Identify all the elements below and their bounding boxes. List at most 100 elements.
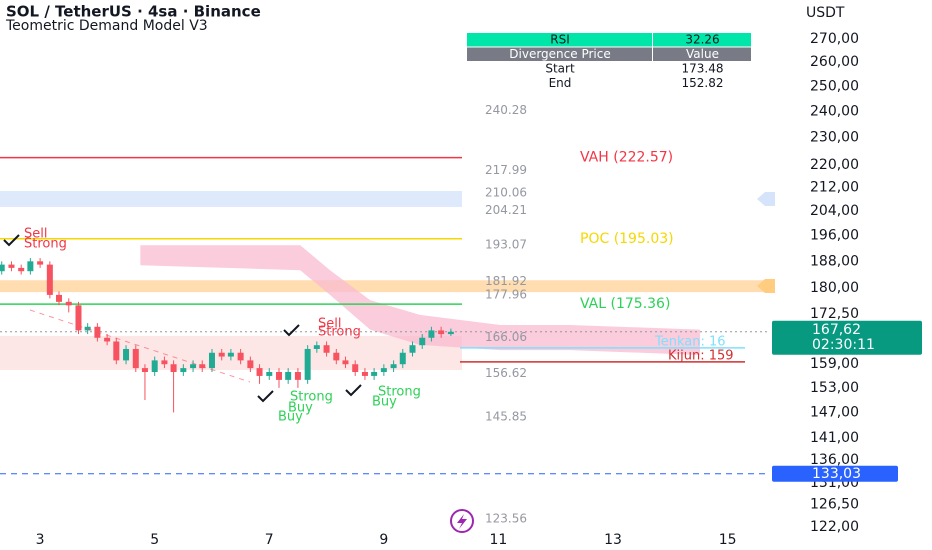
signal-label: Strong [378, 385, 421, 400]
candle-body [132, 348, 139, 369]
price-label: 166.06 [485, 330, 527, 344]
x-tick-label: 5 [150, 532, 159, 548]
countdown-label: 02:30:11 [812, 337, 875, 353]
candle-body [266, 372, 273, 376]
x-tick-label: 15 [719, 532, 737, 548]
price-label: 204.21 [485, 203, 527, 217]
y-tick-label: 204,00 [810, 203, 859, 219]
candle-body [409, 345, 416, 353]
candle-body [37, 261, 44, 265]
candle-body [8, 264, 15, 268]
table-cell [467, 33, 652, 47]
alert-price-box [772, 465, 898, 482]
candle-body [342, 360, 349, 365]
candle-body [65, 301, 72, 306]
table-cell [653, 76, 751, 90]
price-label: 240.28 [485, 103, 527, 117]
alert-price-label: 133,03 [812, 466, 861, 482]
table-cell [653, 47, 751, 61]
signal-label: Buy [372, 395, 397, 410]
ichimoku-cloud [140, 245, 701, 356]
candle-body [352, 364, 359, 373]
zone-marker [757, 279, 775, 293]
trend-line [29, 309, 251, 383]
price-label: 123.56 [485, 512, 527, 526]
y-tick-label: 188,00 [810, 253, 859, 269]
candle-body [180, 368, 187, 373]
candle-body [56, 294, 63, 302]
y-tick-label: 136,00 [810, 452, 859, 468]
y-tick-label: 270,00 [810, 31, 859, 47]
candle-body [18, 267, 25, 272]
candle-body [0, 264, 5, 272]
y-tick-label: 122,00 [810, 519, 859, 535]
candle-body [46, 264, 53, 295]
candle-body [170, 364, 177, 373]
level-label: VAL (175.36) [580, 296, 670, 312]
table-cell [467, 62, 652, 76]
signal-label: Sell [24, 227, 47, 242]
price-label: 193.07 [485, 237, 527, 251]
y-tick-label: 250,00 [810, 78, 859, 94]
candle-body [323, 345, 330, 353]
candle-body [304, 348, 311, 380]
plot-area: VAH (222.57) POC (195.03) VAL (175.36) Tenk… [0, 103, 770, 526]
y-tick-label: 141,00 [810, 430, 859, 446]
price-label: 181.92 [485, 274, 527, 288]
table-text: RSI [550, 33, 570, 47]
candle-body [256, 368, 263, 376]
candle-body [447, 331, 454, 335]
y-tick-label: 220,00 [810, 157, 859, 173]
signal-check [257, 390, 274, 403]
table-text: 173.48 [682, 62, 724, 76]
y-axis-title: USDT [806, 5, 845, 21]
y-tick-label: 172,50 [810, 306, 859, 322]
candle-body [313, 345, 320, 349]
signal-label: Sell [318, 317, 341, 332]
flash-icon[interactable] [450, 509, 474, 533]
candle-body [113, 341, 120, 361]
signal-label: Strong [318, 325, 361, 340]
signal-check [3, 234, 20, 247]
price-label: 177.96 [485, 288, 527, 302]
current-price-box [772, 320, 922, 355]
candle-body [438, 330, 445, 335]
zone [0, 280, 770, 293]
table-text: Value [686, 47, 719, 61]
candle-body [428, 330, 435, 338]
candle-body [247, 360, 254, 369]
y-tick-label: 180,00 [810, 280, 859, 296]
price-label: 217.99 [485, 163, 527, 177]
table-text: Start [545, 62, 575, 76]
table-cell [467, 76, 652, 90]
candle-body [361, 372, 368, 376]
price-label: 145.85 [485, 410, 527, 424]
x-tick-label: 11 [490, 532, 508, 548]
y-tick-label: 153,00 [810, 380, 859, 396]
current-price-label: 167,62 [812, 322, 861, 338]
y-tick-label: 212,00 [810, 180, 859, 196]
candle-body [104, 337, 111, 342]
y-tick-label: 147,00 [810, 404, 859, 420]
x-tick-label: 9 [379, 532, 388, 548]
level-label: VAH (222.57) [580, 150, 673, 166]
price-label: 156.62 [485, 366, 527, 380]
signal-label: Buy [288, 401, 313, 416]
chart-title: SOL / TetherUS · 4sa · Binance [6, 3, 261, 21]
ichimoku-label: Tenkan: 16 [654, 334, 726, 349]
candle-body [141, 368, 148, 373]
candle-body [123, 348, 130, 361]
table-text: End [549, 76, 572, 90]
candle-body [333, 352, 340, 361]
candle-body [285, 372, 292, 380]
table-text: 32.26 [685, 33, 719, 47]
candle-body [161, 360, 168, 365]
x-tick-label: 3 [36, 532, 45, 548]
candle-body [151, 360, 158, 373]
x-tick-label: 13 [604, 532, 622, 548]
candle-body [399, 352, 406, 365]
signal-label: Strong [290, 390, 333, 405]
y-tick-label: 159,00 [810, 356, 859, 372]
candle-body [227, 352, 234, 357]
